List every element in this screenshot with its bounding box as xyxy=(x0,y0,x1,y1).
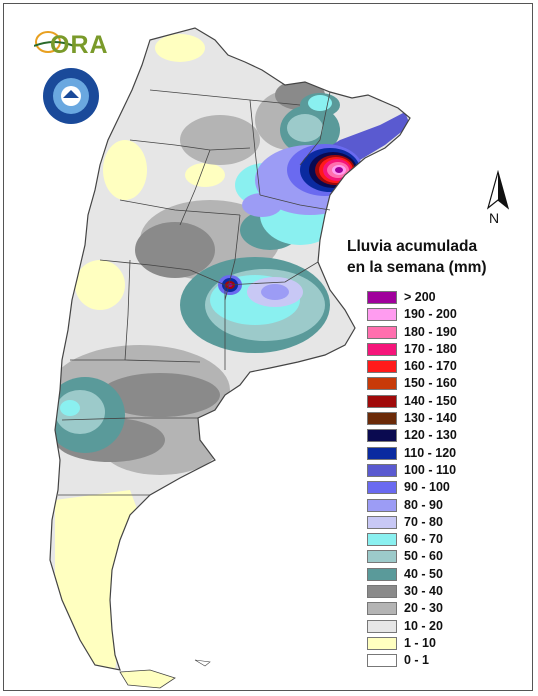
legend-swatch xyxy=(367,654,397,668)
legend-swatch xyxy=(367,550,397,564)
legend-label: 10 - 20 xyxy=(404,618,443,633)
legend-swatch xyxy=(367,567,397,581)
legend-swatch xyxy=(367,394,397,408)
legend-swatch xyxy=(367,515,397,529)
legend-label: 190 - 200 xyxy=(404,307,457,322)
legend-label: 50 - 60 xyxy=(404,549,443,564)
legend-swatch xyxy=(367,463,397,477)
legend-swatch xyxy=(367,533,397,547)
legend-swatch xyxy=(367,446,397,460)
province-borders xyxy=(49,27,411,671)
legend-label: 1 - 10 xyxy=(404,635,436,650)
legend-swatch xyxy=(367,498,397,512)
legend-label: 0 - 1 xyxy=(404,653,430,668)
legend-title-line2: en la semana (mm) xyxy=(347,259,487,276)
legend-swatch xyxy=(367,429,397,443)
legend-label: 30 - 40 xyxy=(404,584,443,599)
legend-swatch xyxy=(367,377,397,391)
legend-label: 90 - 100 xyxy=(404,480,450,495)
legend-label: 60 - 70 xyxy=(404,532,443,547)
legend-label: 130 - 140 xyxy=(404,411,457,426)
legend-swatch xyxy=(367,325,397,339)
legend-title-line1: Lluvia acumulada xyxy=(347,238,478,255)
legend-label: 80 - 90 xyxy=(404,497,443,512)
precipitation-layer xyxy=(50,34,410,670)
legend-swatch xyxy=(367,308,397,322)
legend-label: 110 - 120 xyxy=(404,445,457,460)
legend-swatch xyxy=(367,636,397,650)
legend-label: 120 - 130 xyxy=(404,428,457,443)
ora-logo xyxy=(34,31,75,53)
legend-swatch xyxy=(367,360,397,374)
legend-swatch xyxy=(367,481,397,495)
legend-label: 170 - 180 xyxy=(404,341,457,356)
legend-label: 70 - 80 xyxy=(404,514,443,529)
legend-swatch xyxy=(367,412,397,426)
legend-swatch xyxy=(367,291,397,304)
legend-swatch xyxy=(367,619,397,633)
legend-label: 20 - 30 xyxy=(404,601,443,616)
legend-label: 180 - 190 xyxy=(404,324,457,339)
legend-label: 40 - 50 xyxy=(404,566,443,581)
legend-label: 100 - 110 xyxy=(404,462,457,477)
legend-swatch xyxy=(367,585,397,599)
legend-label: 160 - 170 xyxy=(404,359,457,374)
north-arrow-icon xyxy=(486,170,510,210)
ora-logo-text: ORA xyxy=(50,31,109,59)
legend-swatch xyxy=(367,342,397,356)
legend-label: > 200 xyxy=(404,290,436,304)
tierra-del-fuego xyxy=(119,669,176,689)
legend-label: 140 - 150 xyxy=(404,393,457,408)
island-outline xyxy=(194,659,211,667)
legend-title: Lluvia acumulada en la semana (mm) xyxy=(347,236,517,278)
north-label: N xyxy=(489,210,500,226)
legend-label: 150 - 160 xyxy=(404,376,457,391)
smn-seal xyxy=(43,68,99,124)
legend-swatch xyxy=(367,602,397,616)
